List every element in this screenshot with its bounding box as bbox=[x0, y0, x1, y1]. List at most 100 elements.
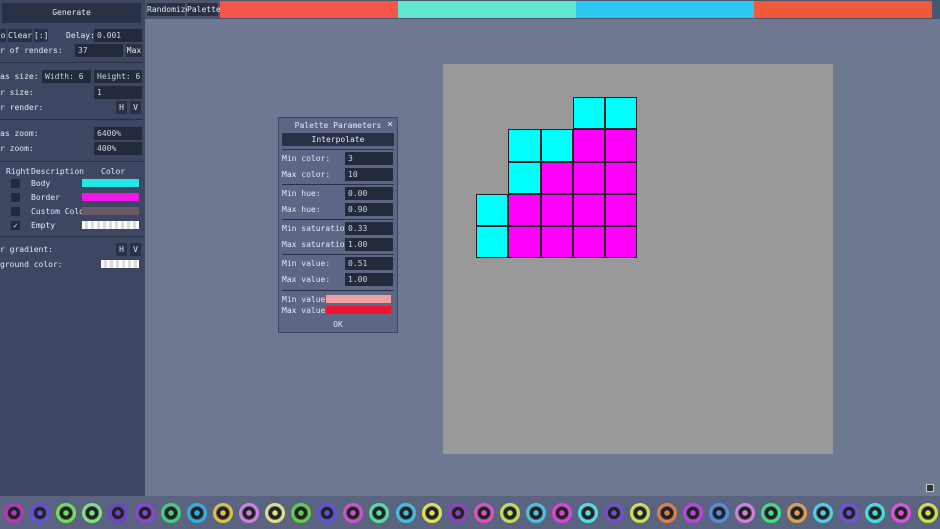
pixel[interactable] bbox=[540, 129, 573, 162]
sprite-thumbnail[interactable] bbox=[656, 503, 677, 523]
sprite-thumbnail[interactable] bbox=[4, 503, 24, 523]
row-color-swatch[interactable] bbox=[82, 179, 139, 187]
sprite-thumbnail[interactable] bbox=[395, 503, 416, 523]
row-checkbox[interactable]: ✓ bbox=[11, 221, 20, 230]
generate-button[interactable]: Generate bbox=[2, 3, 141, 23]
pixel[interactable] bbox=[605, 97, 638, 130]
pixel[interactable] bbox=[508, 193, 541, 227]
width-input[interactable]: Width: 6 bbox=[42, 70, 91, 83]
sprite-thumbnail[interactable] bbox=[760, 503, 781, 523]
max-values-swatch[interactable] bbox=[326, 306, 391, 314]
pixel[interactable] bbox=[572, 226, 606, 259]
sprite-thumbnail[interactable] bbox=[813, 503, 834, 523]
clear-canvas-icon[interactable]: [:] bbox=[34, 29, 49, 42]
max-button[interactable]: Max bbox=[126, 44, 142, 57]
pixel[interactable] bbox=[605, 129, 638, 162]
randomize-button[interactable]: Randomize bbox=[147, 3, 191, 16]
v-flip-button[interactable]: V bbox=[130, 101, 141, 114]
row-color-swatch[interactable] bbox=[82, 193, 139, 201]
pixel[interactable] bbox=[508, 129, 541, 162]
pixel[interactable] bbox=[508, 161, 541, 194]
sprite-thumbnail[interactable] bbox=[787, 503, 807, 523]
row-color-swatch[interactable] bbox=[82, 221, 139, 229]
palette-color[interactable] bbox=[576, 1, 754, 18]
field-input[interactable]: 1.00 bbox=[345, 273, 393, 286]
sprite-thumbnail[interactable] bbox=[212, 503, 233, 523]
sprite-thumbnail[interactable] bbox=[108, 503, 129, 523]
field-input[interactable]: 0.90 bbox=[345, 203, 393, 216]
field-input[interactable]: 0.51 bbox=[345, 257, 393, 270]
pixel[interactable] bbox=[476, 226, 509, 259]
pixel[interactable] bbox=[572, 129, 606, 162]
pixel[interactable] bbox=[540, 226, 573, 259]
pixel[interactable] bbox=[572, 97, 606, 130]
sprite-thumbnail[interactable] bbox=[552, 503, 573, 523]
palette-color[interactable] bbox=[754, 1, 932, 18]
sprite-thumbnail[interactable] bbox=[238, 503, 259, 523]
pixel[interactable] bbox=[476, 193, 509, 227]
min-values-swatch[interactable] bbox=[326, 295, 391, 303]
clear-button[interactable]: Clear bbox=[8, 29, 33, 42]
pixel[interactable] bbox=[605, 226, 638, 259]
canvas-zoom-input[interactable]: 6400% bbox=[94, 127, 142, 140]
pixel[interactable] bbox=[572, 161, 606, 194]
pixel[interactable] bbox=[508, 226, 541, 259]
pixel[interactable] bbox=[605, 161, 638, 194]
field-input[interactable]: 0.00 bbox=[345, 187, 393, 200]
sprite-thumbnail[interactable] bbox=[369, 503, 390, 523]
row-checkbox[interactable] bbox=[11, 193, 20, 202]
palette-strip[interactable] bbox=[220, 1, 932, 18]
sprite-size-input[interactable]: 1 bbox=[94, 86, 142, 99]
field-input[interactable]: 1.00 bbox=[345, 238, 393, 251]
palette-color[interactable] bbox=[398, 1, 576, 18]
sprite-thumbnail[interactable] bbox=[134, 503, 155, 523]
renders-input[interactable]: 37 bbox=[75, 44, 123, 57]
stop-button[interactable]: o bbox=[0, 29, 6, 42]
sprite-thumbnail[interactable] bbox=[186, 503, 207, 523]
field-input[interactable]: 3 bbox=[345, 152, 393, 165]
sprite-thumbnail[interactable] bbox=[421, 503, 442, 523]
h-flip-button[interactable]: H bbox=[116, 101, 127, 114]
sprite-thumbnail[interactable] bbox=[526, 503, 546, 523]
row-checkbox[interactable] bbox=[11, 179, 20, 188]
gradient-h-button[interactable]: H bbox=[116, 243, 127, 256]
sprite-thumbnail[interactable] bbox=[343, 503, 364, 523]
sprite-thumbnail[interactable] bbox=[865, 503, 886, 523]
pixel[interactable] bbox=[605, 193, 638, 227]
palette-button[interactable]: Palette bbox=[187, 3, 221, 16]
bg-color-swatch[interactable] bbox=[101, 260, 139, 268]
sprite-thumbnail[interactable] bbox=[499, 503, 520, 523]
close-icon[interactable]: × bbox=[387, 119, 394, 130]
pixel[interactable] bbox=[540, 193, 573, 227]
palette-color[interactable] bbox=[220, 1, 398, 18]
field-input[interactable]: 10 bbox=[345, 168, 393, 181]
pixel[interactable] bbox=[572, 193, 606, 227]
sprite-thumbnail[interactable] bbox=[578, 503, 599, 523]
sprite-thumbnail[interactable] bbox=[265, 503, 285, 523]
pixel[interactable] bbox=[540, 161, 573, 194]
sprite-thumbnail[interactable] bbox=[708, 503, 729, 523]
sprite-canvas[interactable] bbox=[443, 64, 833, 454]
sprite-thumbnail[interactable] bbox=[734, 503, 755, 523]
sprite-thumbnail[interactable] bbox=[682, 503, 703, 523]
field-input[interactable]: 0.33 bbox=[345, 222, 393, 235]
sprite-thumbnail[interactable] bbox=[82, 503, 103, 523]
sprite-thumbnail[interactable] bbox=[891, 503, 912, 523]
sprite-zoom-input[interactable]: 400% bbox=[94, 142, 142, 155]
sprite-thumbnail[interactable] bbox=[317, 503, 338, 523]
resize-handle-icon[interactable] bbox=[926, 484, 934, 492]
sprite-thumbnail[interactable] bbox=[160, 503, 181, 523]
height-input[interactable]: Height: 6 bbox=[94, 70, 142, 83]
row-checkbox[interactable] bbox=[11, 207, 20, 216]
row-color-swatch[interactable] bbox=[82, 207, 139, 215]
sprite-thumbnail[interactable] bbox=[839, 503, 860, 523]
ok-button[interactable]: OK bbox=[333, 320, 343, 329]
interpolate-button[interactable]: Interpolate bbox=[282, 133, 394, 146]
delay-input[interactable]: 0.001 bbox=[94, 29, 142, 42]
sprite-thumbnail[interactable] bbox=[604, 503, 625, 523]
sprite-thumbnail[interactable] bbox=[447, 503, 468, 523]
sprite-thumbnail[interactable] bbox=[473, 503, 494, 523]
gradient-v-button[interactable]: V bbox=[130, 243, 141, 256]
sprite-thumbnail[interactable] bbox=[30, 503, 51, 523]
sprite-thumbnail[interactable] bbox=[56, 503, 77, 523]
